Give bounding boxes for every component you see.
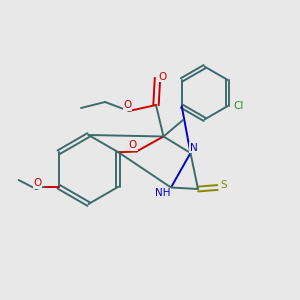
Text: O: O (34, 178, 42, 188)
Text: Cl: Cl (234, 101, 244, 111)
Text: S: S (221, 180, 227, 190)
Text: N: N (190, 142, 197, 153)
Text: O: O (159, 71, 167, 82)
Text: O: O (129, 140, 137, 150)
Text: NH: NH (155, 188, 170, 199)
Text: O: O (123, 100, 132, 110)
